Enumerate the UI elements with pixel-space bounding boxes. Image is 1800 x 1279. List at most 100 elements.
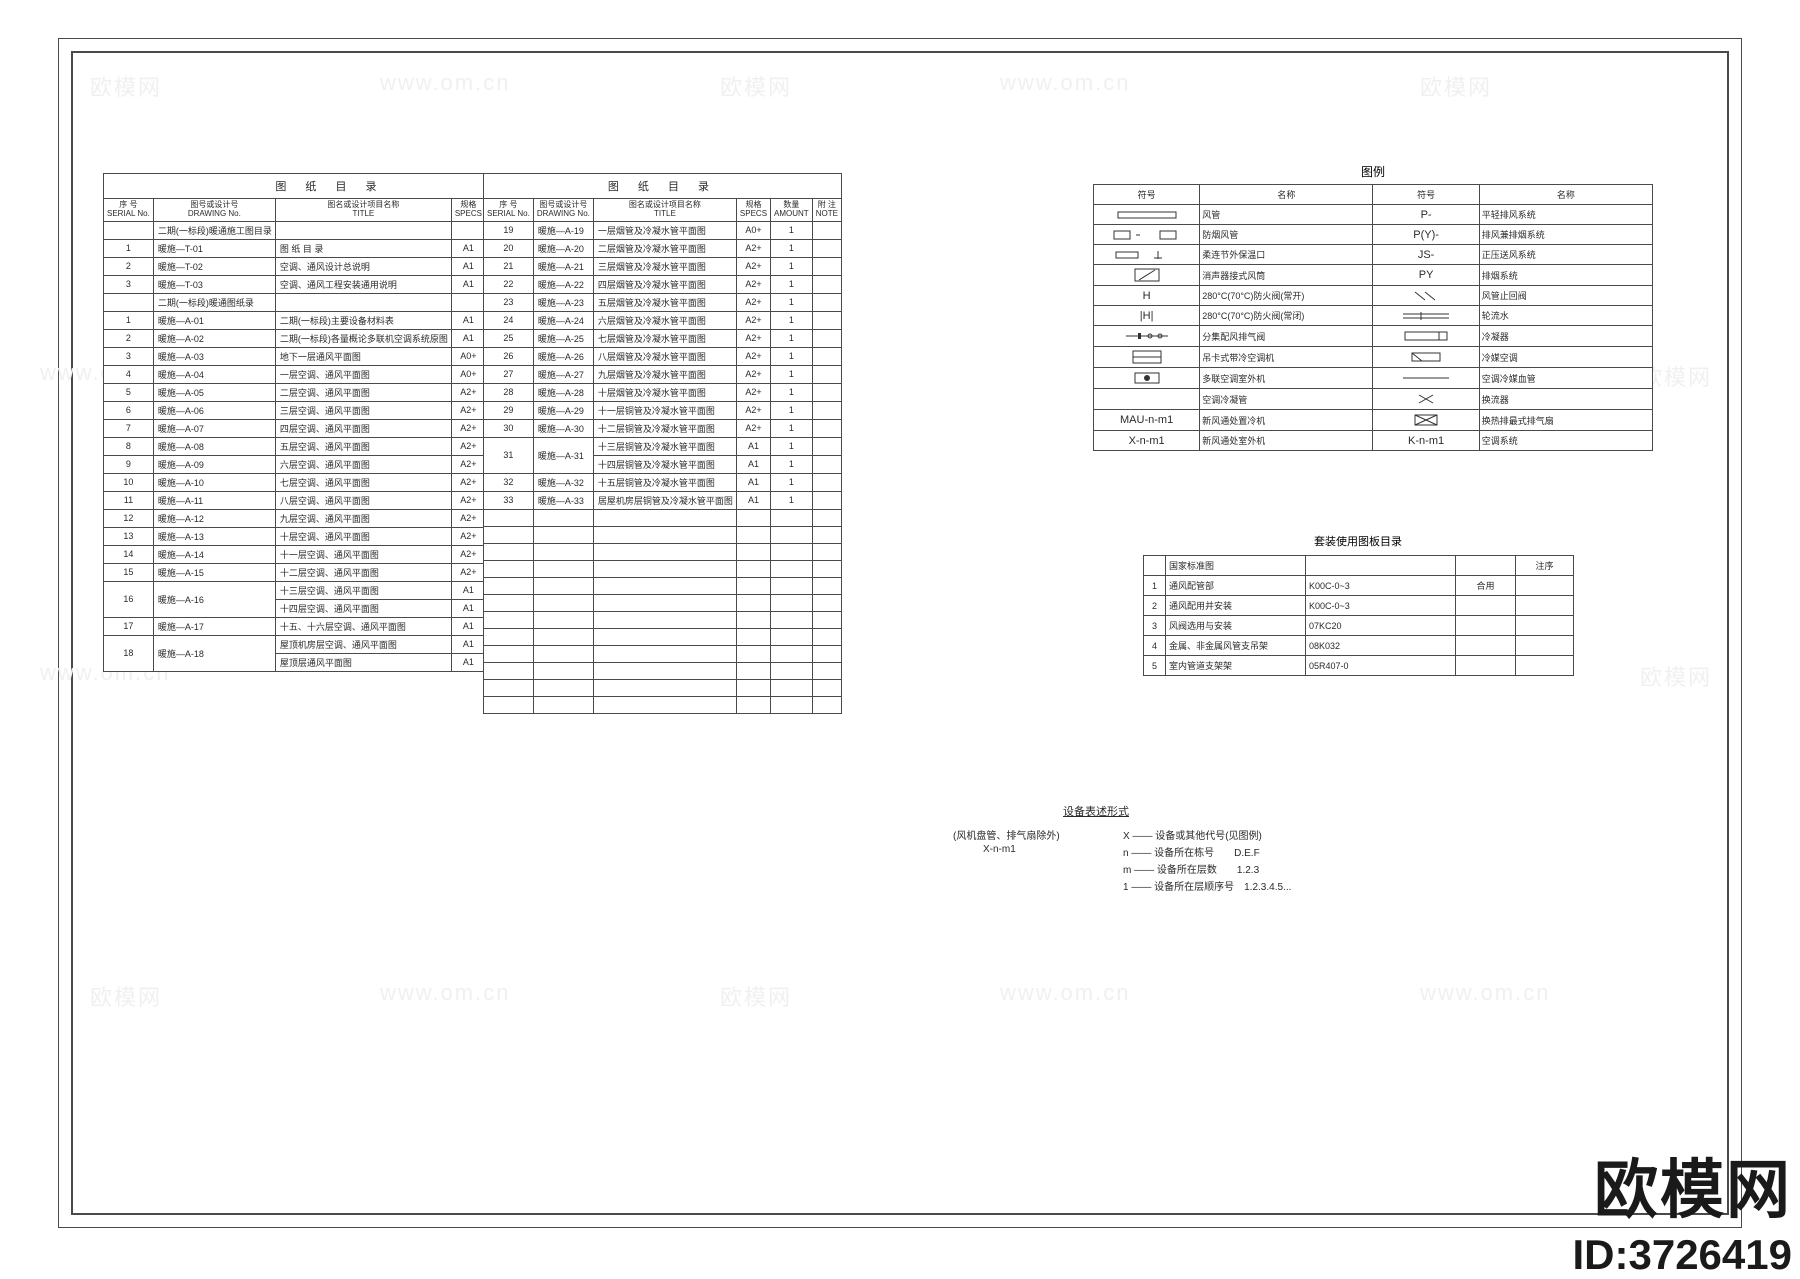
- blank: [593, 611, 736, 628]
- blank: [484, 696, 534, 713]
- atlas-note: [1516, 636, 1574, 656]
- atlas-x: [1456, 596, 1516, 616]
- drawing-name: 十一层空调、通风平面图: [275, 545, 451, 563]
- atlas-code: 07KC20: [1306, 616, 1456, 636]
- amount: 1: [771, 221, 813, 239]
- atlas-note: [1516, 596, 1574, 616]
- atlas-name: 室内管道支架架: [1166, 656, 1306, 676]
- spec: A0+: [451, 347, 485, 365]
- drawing-name: 屋顶机房层空调、通风平面图: [275, 635, 451, 653]
- drawing-no: 暖施—T-03: [153, 275, 275, 293]
- logo-id: ID:3726419: [1573, 1231, 1793, 1279]
- equip-text: m —— 设备所在层数 1.2.3: [1123, 861, 1453, 876]
- legend-title: 图例: [1093, 163, 1653, 184]
- idx: 13: [104, 527, 154, 545]
- blank: [736, 577, 770, 594]
- equip-line: X-n-m1n —— 设备所在栋号 D.E.F: [953, 844, 1453, 859]
- drawing-name: 一层空调、通风平面图: [275, 365, 451, 383]
- legend-row: 防烟风管P(Y)-排风兼排烟系统: [1094, 225, 1653, 245]
- blank: [812, 526, 841, 543]
- spec: A2+: [451, 545, 485, 563]
- drawing-name: 居屋机房层铜管及冷凝水管平面图: [593, 491, 736, 509]
- idx: 15: [104, 563, 154, 581]
- drawing-name: 空调、通风工程安装通用说明: [275, 275, 451, 293]
- table-row: 27暖施—A-27九层烟管及冷凝水管平面图A2+1: [484, 365, 842, 383]
- atlas-name: 金属、非金属风管支吊架: [1166, 636, 1306, 656]
- legend-symbol: JS-: [1373, 245, 1479, 265]
- drawing-name: 三层烟管及冷凝水管平面图: [593, 257, 736, 275]
- spec: A1: [451, 329, 485, 347]
- note: [812, 437, 841, 455]
- legend-row: 分集配风排气阀冷凝器: [1094, 326, 1653, 347]
- blank: [533, 577, 593, 594]
- spec: A1: [736, 455, 770, 473]
- spec: A1: [451, 275, 485, 293]
- legend-row: H280°C(70°C)防火阀(常开)风管止回阀: [1094, 286, 1653, 306]
- atlas-note: [1516, 616, 1574, 636]
- atlas: 套装使用图板目录 国家标准图 注序 1通风配管部K00C-0~3合用2通风配用并…: [1143, 533, 1573, 676]
- drawing-name: 六层空调、通风平面图: [275, 455, 451, 473]
- atlas-note: [1516, 656, 1574, 676]
- blank: [593, 509, 736, 526]
- legend-name: 分集配风排气阀: [1200, 326, 1373, 347]
- table-row: 28暖施—A-28十层烟管及冷凝水管平面图A2+1: [484, 383, 842, 401]
- table2-title: 图 纸 目 录: [484, 174, 842, 199]
- idx: 25: [484, 329, 534, 347]
- drawing-no: 暖施—A-25: [533, 329, 593, 347]
- idx: 11: [104, 491, 154, 509]
- drawing-no: 暖施—A-24: [533, 311, 593, 329]
- col-spec: 规格SPECS: [736, 199, 770, 222]
- drawing-name: 十四层铜管及冷凝水管平面图: [593, 455, 736, 473]
- spec: A1: [451, 617, 485, 635]
- atlas-x: [1456, 636, 1516, 656]
- drawing-no: 暖施—A-06: [153, 401, 275, 419]
- idx: 7: [104, 419, 154, 437]
- drawing-no: 暖施—A-01: [153, 311, 275, 329]
- note: [812, 239, 841, 257]
- idx: 22: [484, 275, 534, 293]
- drawing-name: 二期(一标段)各量概论多联机空调系统原图: [275, 329, 451, 347]
- drawing-no: 暖施—A-13: [153, 527, 275, 545]
- amount: 1: [771, 311, 813, 329]
- idx: 5: [1144, 656, 1166, 676]
- note: [812, 419, 841, 437]
- amount: 1: [771, 473, 813, 491]
- drawing-no: 暖施—A-19: [533, 221, 593, 239]
- drawing-name: 地下一层通风平面图: [275, 347, 451, 365]
- legend-symbol: [1094, 368, 1200, 389]
- equip-text: [953, 878, 1123, 893]
- blank: [812, 560, 841, 577]
- blank: [484, 543, 534, 560]
- spec: A1: [451, 257, 485, 275]
- idx: 33: [484, 491, 534, 509]
- drawing-no: 暖施—A-10: [153, 473, 275, 491]
- idx: 19: [484, 221, 534, 239]
- blank: [771, 662, 813, 679]
- note: [812, 257, 841, 275]
- amount: 1: [771, 401, 813, 419]
- section-label: 二期(一标段)暖通施工图目录: [153, 221, 275, 239]
- blank: [812, 509, 841, 526]
- idx: 1: [104, 239, 154, 257]
- table-row: [484, 628, 842, 645]
- idx: 31: [484, 437, 534, 473]
- legend-name: 冷媒空调: [1479, 347, 1652, 368]
- drawing-name: 十四层空调、通风平面图: [275, 599, 451, 617]
- col-dwg: 图号或设计号DRAWING No.: [153, 199, 275, 222]
- spec: A1: [451, 653, 485, 671]
- equip-text: n —— 设备所在栋号 D.E.F: [1123, 844, 1453, 859]
- drawing-no: 暖施—A-12: [153, 509, 275, 527]
- drawing-no: 暖施—A-07: [153, 419, 275, 437]
- amount: 1: [771, 455, 813, 473]
- atlas-x: [1456, 656, 1516, 676]
- legend-row: 柔连节外保温口JS-正压送风系统: [1094, 245, 1653, 265]
- atlas-code: K00C-0~3: [1306, 596, 1456, 616]
- idx: 3: [104, 347, 154, 365]
- table-row: [484, 509, 842, 526]
- note: [812, 293, 841, 311]
- drawing-no: 暖施—A-30: [533, 419, 593, 437]
- drawing-no: 暖施—A-20: [533, 239, 593, 257]
- idx: 4: [104, 365, 154, 383]
- idx: 29: [484, 401, 534, 419]
- blank: [771, 509, 813, 526]
